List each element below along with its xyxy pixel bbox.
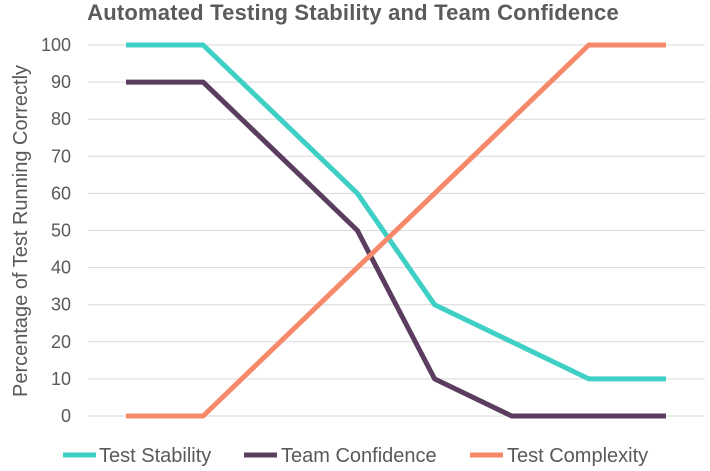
y-axis-ticks: 0 10 20 30 40 50 60 70 80 90 100 [41, 35, 71, 426]
legend: Test Stability Team Confidence Test Comple… [63, 445, 648, 467]
legend-label: Team Confidence [281, 445, 437, 467]
y-tick-label: 70 [51, 146, 71, 166]
y-tick-label: 10 [51, 369, 71, 389]
y-tick-label: 20 [51, 332, 71, 352]
y-tick-label: 30 [51, 295, 71, 315]
legend-label: Test Stability [99, 445, 211, 467]
series-line-test-complexity [126, 42, 666, 419]
chart-title: Automated Testing Stability and Team Con… [0, 0, 710, 26]
y-tick-label: 80 [51, 109, 71, 129]
series-line-team-confidence [126, 79, 666, 419]
y-tick-label: 100 [41, 35, 71, 55]
y-axis-title: Percentage of Test Running Correctly [10, 65, 32, 397]
y-tick-label: 0 [61, 406, 71, 426]
legend-label: Test Complexity [507, 445, 648, 467]
series-lines [126, 42, 666, 419]
chart-title-text: Automated Testing Stability and Team Con… [87, 0, 619, 25]
y-tick-label: 90 [51, 72, 71, 92]
y-tick-label: 60 [51, 183, 71, 203]
series-line-test-stability [126, 42, 666, 382]
y-tick-label: 40 [51, 258, 71, 278]
y-tick-label: 50 [51, 221, 71, 241]
